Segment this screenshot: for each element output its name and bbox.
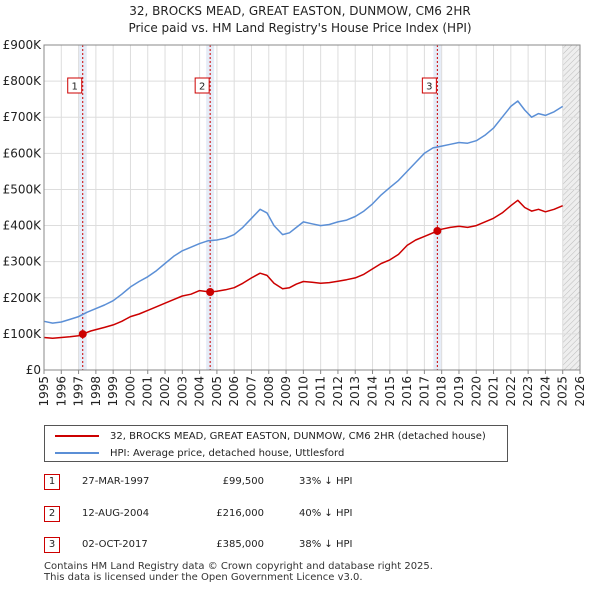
- sale-point: [78, 330, 87, 339]
- series-line-property: [43, 199, 563, 339]
- chart-title-line-2: Price paid vs. HM Land Registry's House …: [128, 21, 472, 35]
- x-tick-label: 2019: [452, 376, 466, 407]
- x-tick-label: 2008: [262, 376, 276, 407]
- transaction-date: 12-AUG-2004: [82, 508, 150, 519]
- y-tick-label: £200K: [3, 291, 43, 305]
- sale-marker-label: 3: [426, 82, 432, 93]
- x-tick-label: 2014: [366, 376, 380, 407]
- x-tick-label: 2001: [141, 376, 155, 407]
- x-tick-label: 2020: [469, 376, 483, 407]
- x-tick-label: 2009: [279, 376, 293, 407]
- transaction-price: £99,500: [222, 476, 264, 487]
- y-tick-label: £600K: [3, 146, 43, 160]
- x-tick-label: 2018: [435, 376, 449, 407]
- x-tick-label: 2024: [538, 376, 552, 407]
- chart-title-line-1: 32, BROCKS MEAD, GREAT EASTON, DUNMOW, C…: [129, 4, 471, 18]
- y-tick-label: £300K: [3, 255, 43, 269]
- footer-copyright: Contains HM Land Registry data © Crown c…: [44, 561, 433, 572]
- sale-band: [78, 45, 87, 370]
- transaction-date: 02-OCT-2017: [82, 539, 148, 550]
- series-line-hpi: [43, 100, 564, 324]
- y-tick-label: £500K: [3, 182, 43, 196]
- transaction-hpi: 38% ↓ HPI: [299, 539, 353, 550]
- transaction-price: £385,000: [216, 539, 264, 550]
- x-tick-label: 2012: [331, 376, 345, 407]
- x-tick-label: 2016: [400, 376, 414, 407]
- x-tick-label: 2006: [227, 376, 241, 407]
- transaction-date: 27-MAR-1997: [82, 476, 150, 487]
- x-tick-label: 2005: [210, 376, 224, 407]
- plot-frame: [43, 44, 581, 371]
- sale-marker-label: 2: [199, 82, 205, 93]
- x-tick-label: 2007: [244, 376, 258, 407]
- forecast-hatch: [562, 45, 580, 370]
- sale-marker-box: [67, 77, 83, 94]
- legend-item-hpi: HPI: Average price, detached house, Uttl…: [55, 445, 344, 461]
- x-tick-label: 2004: [193, 376, 207, 407]
- x-tick-label: 2000: [123, 376, 137, 407]
- transaction-number: 2: [44, 506, 60, 522]
- x-tick-label: 1996: [54, 376, 68, 407]
- y-tick-label: £700K: [3, 110, 43, 124]
- x-tick-label: 2011: [314, 376, 328, 407]
- sale-band: [206, 45, 215, 370]
- transaction-hpi: 40% ↓ HPI: [299, 508, 353, 519]
- transaction-number: 3: [44, 537, 60, 553]
- legend-label-property: 32, BROCKS MEAD, GREAT EASTON, DUNMOW, C…: [110, 430, 486, 442]
- x-tick-label: 1999: [106, 376, 120, 407]
- legend: 32, BROCKS MEAD, GREAT EASTON, DUNMOW, C…: [44, 425, 508, 462]
- sale-marker-box: [194, 77, 210, 94]
- legend-label-hpi: HPI: Average price, detached house, Uttl…: [110, 447, 345, 459]
- x-tick-label: 2015: [383, 376, 397, 407]
- legend-item-property: 32, BROCKS MEAD, GREAT EASTON, DUNMOW, C…: [55, 428, 486, 444]
- y-tick-label: £100K: [3, 327, 43, 341]
- x-tick-label: 2021: [487, 376, 501, 407]
- transaction-number: 1: [44, 474, 60, 490]
- x-tick-label: 2026: [573, 376, 587, 407]
- y-tick-label: £0: [26, 363, 41, 377]
- transaction-price: £216,000: [216, 508, 264, 519]
- x-tick-label: 1998: [89, 376, 103, 407]
- x-tick-label: 2023: [521, 376, 535, 407]
- x-tick-label: 2013: [348, 376, 362, 407]
- x-tick-label: 2025: [556, 376, 570, 407]
- price-chart: 1 2 3 £0 £100K £200K £300K £400K £500K £600K £700…: [3, 38, 587, 407]
- legend-swatch-hpi: [55, 452, 99, 454]
- footer-licence: This data is licensed under the Open Gov…: [44, 572, 363, 583]
- y-tick-label: £800K: [3, 74, 43, 88]
- sale-band: [433, 45, 442, 370]
- transaction-hpi: 33% ↓ HPI: [299, 476, 353, 487]
- x-tick-label: 2010: [296, 376, 310, 407]
- x-tick-label: 2022: [504, 376, 518, 407]
- sale-marker-label: 1: [72, 82, 78, 93]
- legend-swatch-property: [55, 435, 99, 437]
- x-tick-label: 2017: [417, 376, 431, 407]
- x-tick-label: 2003: [175, 376, 189, 407]
- y-tick-label: £900K: [3, 38, 43, 52]
- sale-point: [433, 226, 442, 235]
- y-tick-label: £400K: [3, 219, 43, 233]
- x-tick-label: 1995: [37, 376, 51, 407]
- sale-marker-box: [421, 77, 437, 94]
- x-tick-label: 1997: [72, 376, 86, 407]
- sale-point: [206, 288, 215, 296]
- x-tick-label: 2002: [158, 376, 172, 407]
